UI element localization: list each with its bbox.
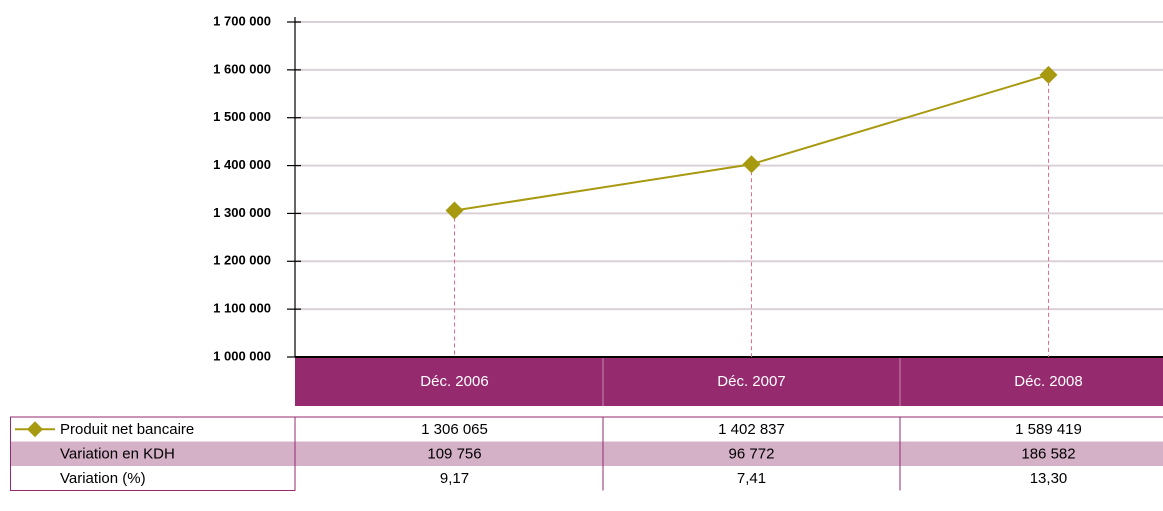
series-line bbox=[454, 73, 1049, 212]
data-point bbox=[445, 201, 464, 220]
table-cell: 1 589 419 bbox=[1015, 421, 1082, 438]
table-cell: 7,41 bbox=[737, 470, 766, 487]
y-tick-label: 1 200 000 bbox=[213, 253, 271, 268]
y-tick-label: 1 300 000 bbox=[213, 205, 271, 220]
y-tick-label: 1 700 000 bbox=[213, 13, 271, 28]
table-row bbox=[10, 417, 1163, 442]
table-cell: 96 772 bbox=[729, 446, 775, 463]
table-cell: 186 582 bbox=[1021, 446, 1075, 463]
table-row bbox=[10, 441, 1163, 466]
y-tick-label: 1 000 000 bbox=[213, 348, 271, 363]
category-label: Déc. 2007 bbox=[717, 373, 785, 390]
table-row bbox=[10, 466, 1163, 491]
row-label: Variation (%) bbox=[60, 470, 146, 487]
data-point bbox=[1039, 65, 1058, 84]
y-tick-label: 1 500 000 bbox=[213, 109, 271, 124]
table-cell: 9,17 bbox=[440, 470, 469, 487]
row-label: Variation en KDH bbox=[60, 446, 175, 463]
data-point bbox=[742, 155, 761, 174]
y-tick-label: 1 600 000 bbox=[213, 61, 271, 76]
y-tick-label: 1 400 000 bbox=[213, 157, 271, 172]
legend-marker bbox=[27, 421, 43, 438]
label-box bbox=[10, 416, 296, 491]
table-cell: 1 402 837 bbox=[718, 421, 785, 438]
row-label: Produit net bancaire bbox=[60, 421, 194, 438]
table-header bbox=[295, 358, 1163, 406]
category-label: Déc. 2008 bbox=[1014, 373, 1082, 390]
table-cell: 1 306 065 bbox=[421, 421, 488, 438]
category-label: Déc. 2006 bbox=[420, 373, 488, 390]
y-tick-label: 1 100 000 bbox=[213, 301, 271, 316]
table-cell: 13,30 bbox=[1030, 470, 1068, 487]
table-cell: 109 756 bbox=[427, 446, 481, 463]
